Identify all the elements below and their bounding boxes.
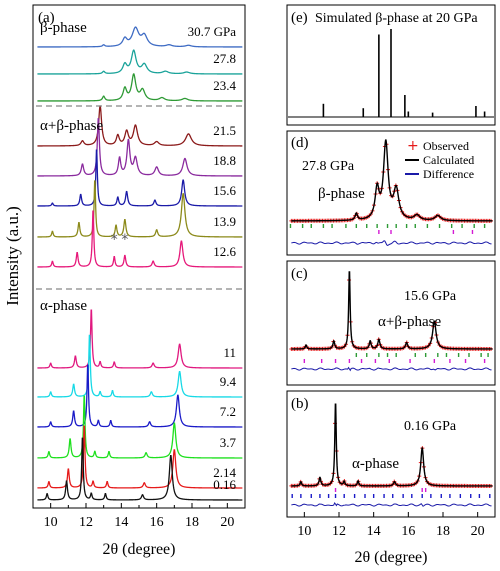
legend-observed-marker: + xyxy=(407,138,419,154)
asterisk-marker-1: * xyxy=(121,232,128,248)
panel-c-phase: α+β-phase xyxy=(378,314,441,330)
series-label-5: 15.6 xyxy=(213,183,236,198)
series-line-15.6 xyxy=(37,149,243,207)
a-xtick-label: 12 xyxy=(79,515,93,530)
panel-b-label: (b) xyxy=(291,396,309,412)
series-label-3: 21.5 xyxy=(213,123,236,138)
panel-c-pressure: 15.6 GPa xyxy=(404,289,457,304)
panel-e-frame xyxy=(286,4,496,126)
b-xtick-label: 20 xyxy=(471,524,485,539)
panel-b-pressure: 0.16 GPa xyxy=(404,419,457,434)
panel-a-label: (a) xyxy=(38,10,55,26)
series-line-9.4 xyxy=(37,334,243,398)
b-xtick-label: 18 xyxy=(436,524,450,539)
difference-line xyxy=(291,366,492,372)
series-line-27.8 xyxy=(37,49,243,75)
series-label-10: 7.2 xyxy=(220,404,236,419)
a-xtick-label: 16 xyxy=(150,515,164,530)
panel-b-frame xyxy=(286,390,496,518)
panel-c-plot xyxy=(289,271,494,372)
legend-observed-label: Observed xyxy=(423,139,469,153)
panel-d-phase: β-phase xyxy=(318,186,365,202)
series-line-30.7 xyxy=(37,26,243,48)
series-label-9: 9.4 xyxy=(220,374,237,389)
phase-label-alpha: α-phase xyxy=(40,298,87,314)
panel-d-plot xyxy=(289,139,494,247)
difference-line xyxy=(291,501,492,507)
panel-c-frame xyxy=(286,260,496,386)
panel-b-x-ticks: 10 12 14 16 18 20 xyxy=(297,512,485,539)
panel-d-pressure: 27.8 GPa xyxy=(302,159,355,174)
series-line-0.16 xyxy=(37,437,243,501)
series-label-6: 13.9 xyxy=(213,214,236,229)
panel-a-x-ticks: 10 12 14 16 18 20 xyxy=(32,503,246,530)
a-xtick-label: 10 xyxy=(44,515,58,530)
calculated-line xyxy=(291,403,493,487)
phase-label-beta: β-phase xyxy=(40,20,87,36)
a-xtick-label: 14 xyxy=(114,515,128,530)
series-label-2: 23.4 xyxy=(213,78,236,93)
calculated-line xyxy=(291,271,493,350)
b-xtick-label: 16 xyxy=(401,524,415,539)
series-label-0: 30.7 GPa xyxy=(188,24,237,39)
series-line-18.8 xyxy=(37,118,243,177)
b-xtick-label: 14 xyxy=(367,524,381,539)
series-label-1: 27.8 xyxy=(213,51,236,66)
a-xtick-label: 20 xyxy=(220,515,234,530)
asterisk-marker-0: * xyxy=(111,232,118,248)
legend-difference-label: Difference xyxy=(423,167,474,181)
series-line-23.4 xyxy=(37,73,243,102)
calculated-line xyxy=(291,139,493,222)
series-label-13: 0.16 xyxy=(213,477,236,492)
a-xtick-label: 18 xyxy=(185,515,199,530)
panel-e-sticks xyxy=(288,29,494,118)
series-line-13.9 xyxy=(37,180,243,238)
series-label-8: 11 xyxy=(223,345,236,360)
series-line-12.6 xyxy=(37,210,243,268)
panel-a-xlabel: 2θ (degree) xyxy=(103,541,176,558)
panel-a-series xyxy=(37,26,243,501)
panel-e-title: Simulated β-phase at 20 GPa xyxy=(315,11,478,26)
series-label-4: 18.8 xyxy=(213,153,236,168)
series-line-2.14 xyxy=(37,425,243,489)
series-line-3.7 xyxy=(37,395,243,459)
panel-b-xlabel: 2θ (degree) xyxy=(355,549,428,566)
panel-b-phase: α-phase xyxy=(352,456,399,472)
panel-a-markers: * * xyxy=(111,232,129,248)
difference-line xyxy=(291,240,492,247)
b-xtick-label: 10 xyxy=(297,524,311,539)
series-label-11: 3.7 xyxy=(220,435,237,450)
panel-d-label: (d) xyxy=(291,135,309,151)
panel-c-label: (c) xyxy=(291,266,308,282)
series-label-12: 2.14 xyxy=(213,465,236,480)
phase-label-alpha-beta: α+β-phase xyxy=(40,118,103,134)
series-line-7.2 xyxy=(37,364,243,428)
panel-d-legend: + Observed Calculated Difference xyxy=(405,138,474,181)
panel-e-label: (e) xyxy=(291,10,308,26)
panel-a-ylabel: Intensity (a.u.) xyxy=(3,206,22,306)
b-xtick-label: 12 xyxy=(332,524,346,539)
legend-calculated-label: Calculated xyxy=(423,153,474,167)
series-label-7: 12.6 xyxy=(213,244,236,259)
series-line-11 xyxy=(37,309,243,369)
panel-a-series-labels: 30.7 GPa 27.8 23.4 21.5 18.8 15.6 13.9 12.6 11 9.… xyxy=(188,24,237,492)
panel-b-plot xyxy=(289,403,494,507)
series-line-21.5 xyxy=(37,105,243,147)
panel-d-frame xyxy=(286,130,496,256)
